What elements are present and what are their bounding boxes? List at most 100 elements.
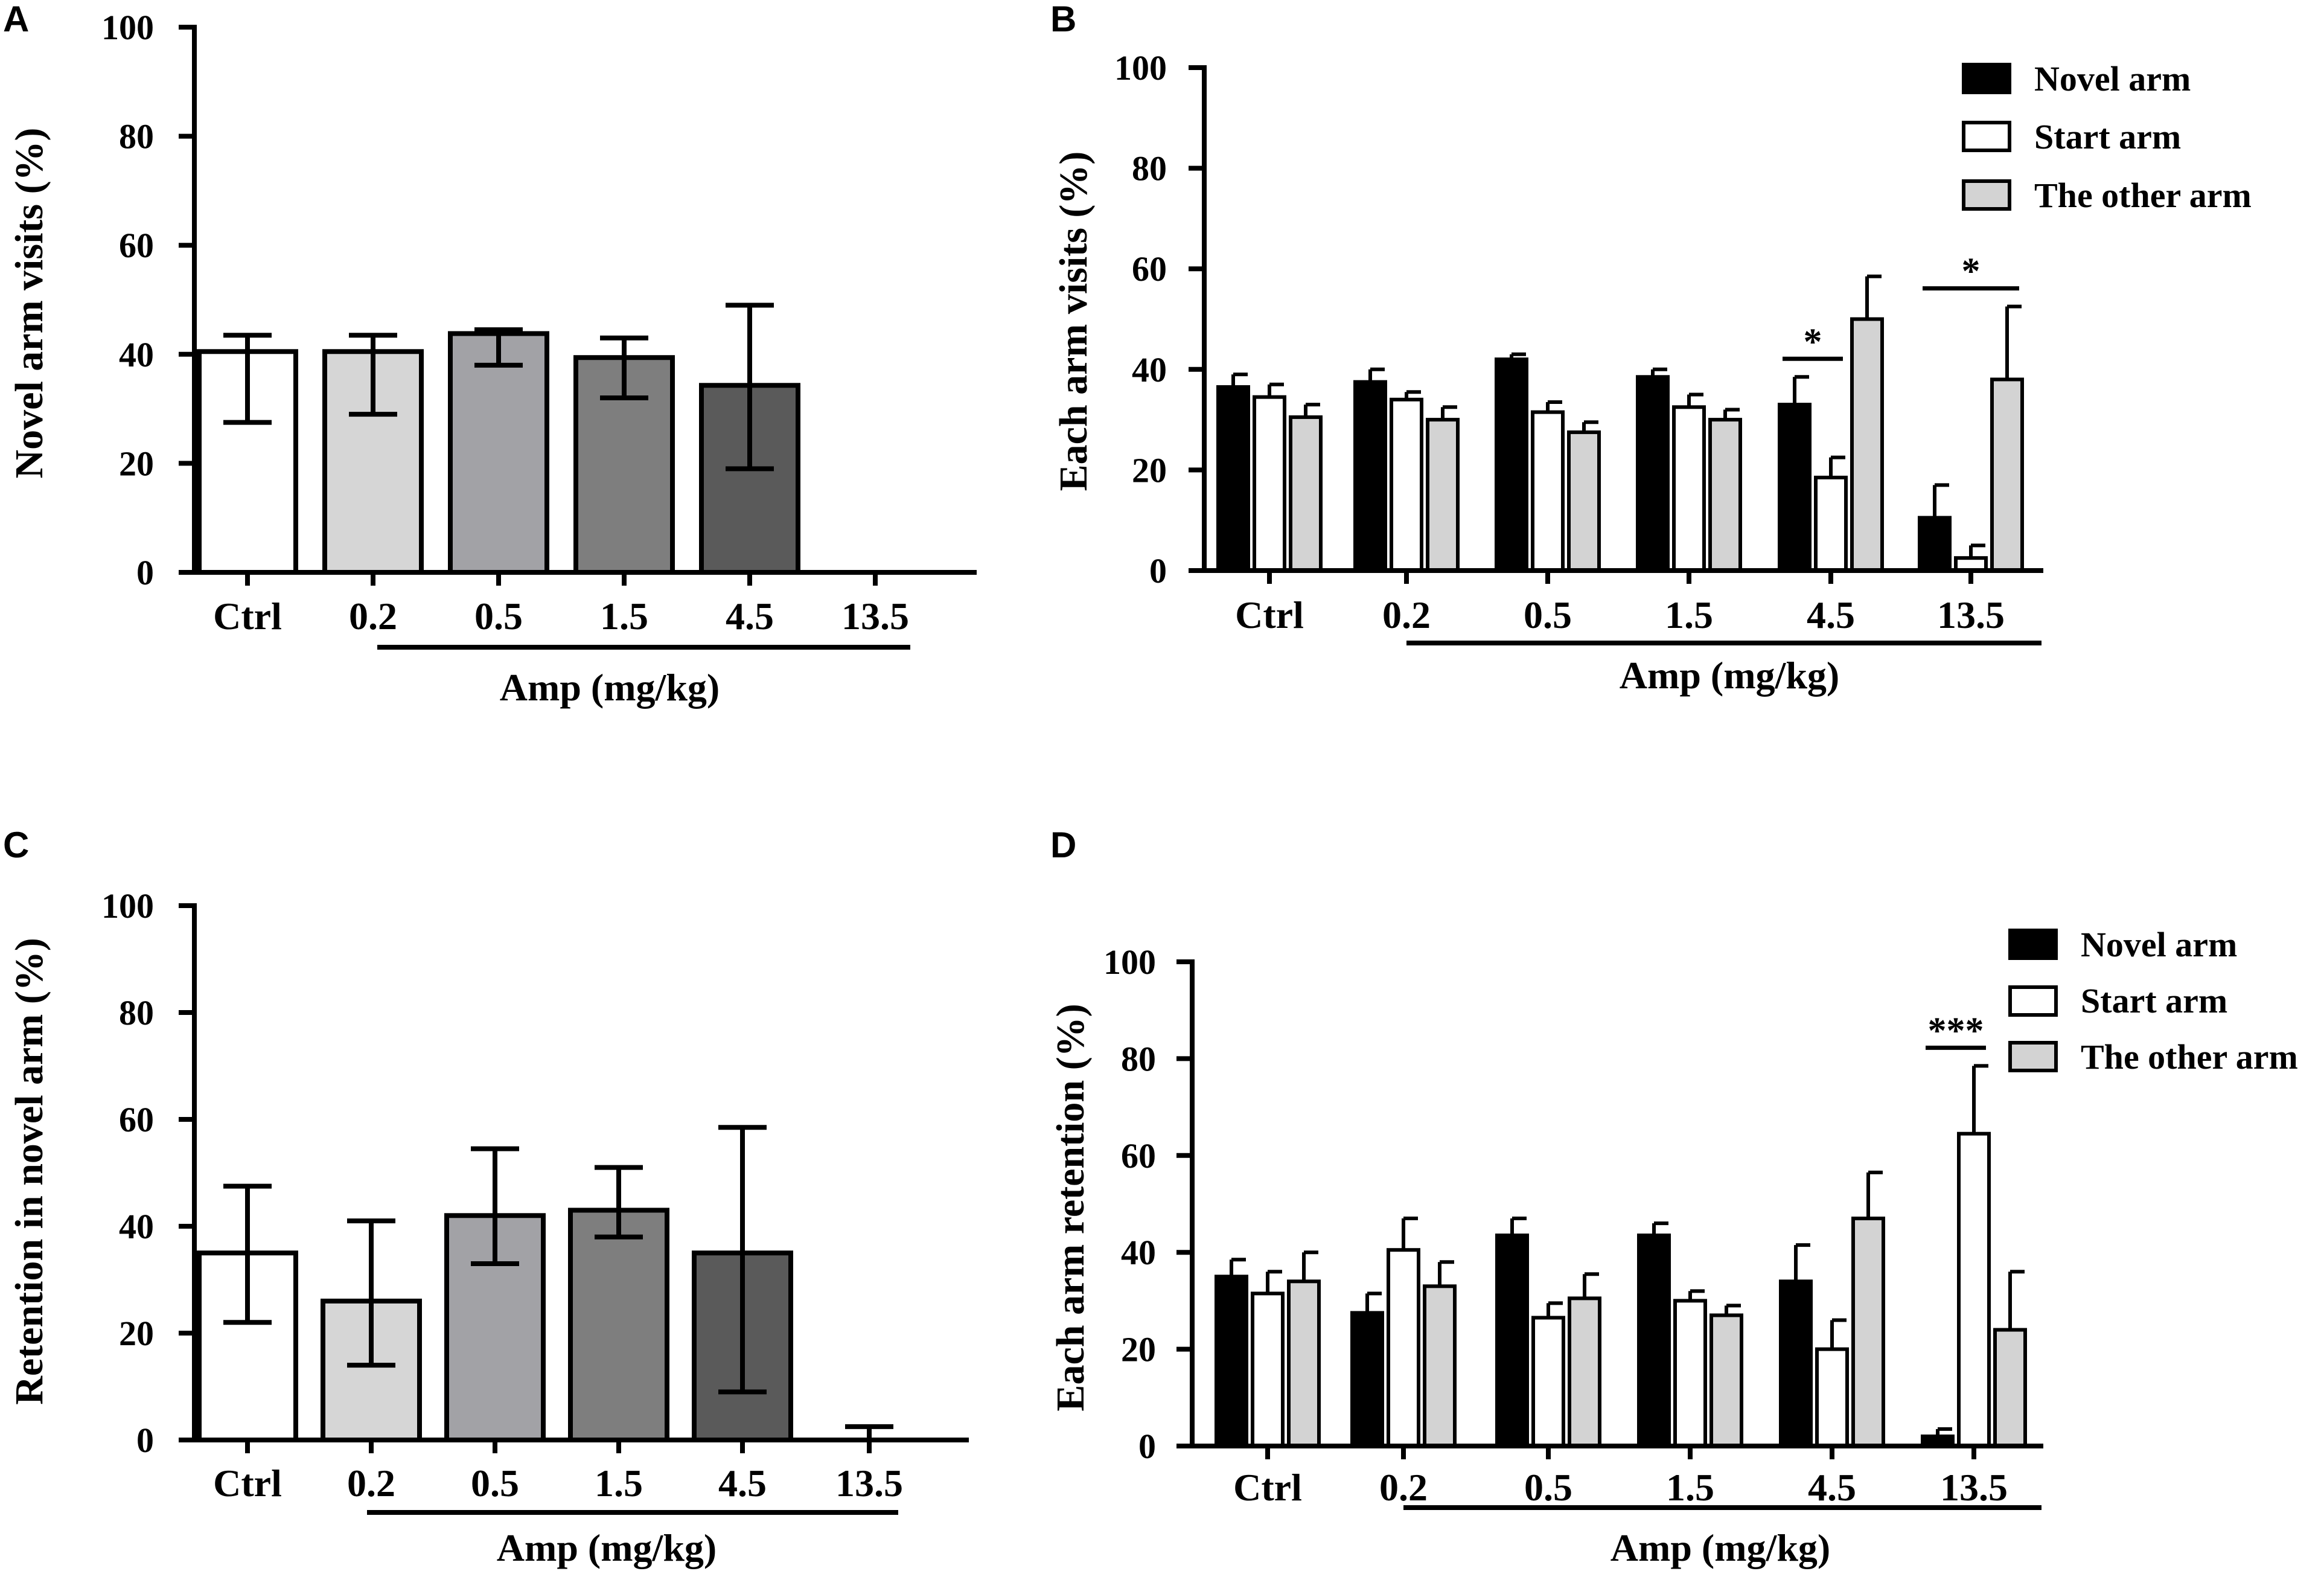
- bar: [1851, 1217, 1885, 1448]
- legend-swatch-novel: [2008, 929, 2058, 960]
- y-tick-label: 40: [119, 1207, 154, 1246]
- bar: [448, 331, 549, 575]
- y-tick-label: 0: [1138, 1427, 1156, 1466]
- y-tick-label: 40: [119, 335, 154, 374]
- y-tick-label: 80: [1121, 1039, 1156, 1078]
- panel-c: C Retention in novel arm (%) 0 20 40 60 …: [3, 825, 969, 1569]
- significance-label: *: [1804, 321, 1822, 362]
- bar: [1918, 516, 1952, 572]
- bars-layer: [1189, 65, 2043, 645]
- bar: [1779, 1279, 1813, 1448]
- x-axis-label: Amp (mg/kg): [1620, 654, 1839, 697]
- legend-swatch-start: [2008, 985, 2058, 1017]
- x-category-label: 1.5: [1666, 1466, 1714, 1509]
- y-tick-label: 100: [101, 8, 154, 47]
- legend-swatch-other: [1962, 179, 2011, 211]
- x-categories: Ctrl 0.2 0.5 1.5 4.5 13.5: [213, 595, 909, 638]
- x-categories: Ctrl 0.2 0.5 1.5 4.5 13.5: [1235, 594, 2005, 636]
- bar: [1423, 1284, 1457, 1448]
- bars-layer: [179, 25, 977, 650]
- y-tick-label: 0: [1149, 551, 1167, 590]
- x-category-label: Ctrl: [213, 595, 282, 638]
- bar: [1778, 403, 1812, 572]
- y-tick-label: 100: [101, 886, 154, 926]
- y-tick-label: 60: [1121, 1136, 1156, 1176]
- bar: [1993, 1328, 2027, 1448]
- legend-swatch-novel: [1962, 63, 2011, 94]
- bars-layer: [179, 903, 969, 1515]
- legend-swatch-start: [1962, 121, 2011, 152]
- bar: [1215, 1275, 1248, 1448]
- x-category-label: 13.5: [841, 595, 909, 638]
- legend-label: Start arm: [2034, 117, 2181, 156]
- y-tick-label: 0: [136, 553, 154, 592]
- x-category-label: 13.5: [835, 1462, 903, 1505]
- y-axis-label: Novel arm visits (%): [7, 127, 51, 478]
- legend-label: The other arm: [2081, 1037, 2298, 1077]
- bar: [1567, 430, 1601, 572]
- legend-label: Novel arm: [2034, 59, 2191, 98]
- y-tick-label: 80: [119, 117, 154, 156]
- x-category-label: 4.5: [1807, 594, 1855, 636]
- bar: [1673, 1299, 1707, 1448]
- bar: [1495, 1233, 1529, 1448]
- x-category-label: 4.5: [718, 1462, 767, 1505]
- bar: [1289, 415, 1323, 572]
- legend-label: Start arm: [2081, 981, 2227, 1020]
- x-category-label: 13.5: [1937, 594, 2005, 636]
- x-category-label: 0.5: [1524, 1466, 1572, 1509]
- significance-markers: ***: [1928, 1010, 1984, 1051]
- x-category-label: 4.5: [726, 595, 774, 638]
- y-tick-label: 20: [119, 1314, 154, 1353]
- x-category-label: 1.5: [595, 1462, 643, 1505]
- bar: [1990, 377, 2024, 573]
- bar: [1814, 475, 1848, 573]
- bar: [1426, 418, 1460, 572]
- x-category-label: 0.5: [474, 595, 523, 638]
- x-category-label: 1.5: [600, 595, 648, 638]
- bar: [1850, 317, 1884, 572]
- significance-label: *: [1962, 251, 1981, 292]
- y-tick-label: 80: [119, 993, 154, 1032]
- y-tick-label: 60: [1132, 249, 1167, 289]
- bar: [1387, 1248, 1420, 1448]
- x-category-label: 0.5: [1524, 594, 1572, 636]
- x-category-label: 4.5: [1808, 1466, 1856, 1509]
- bar: [1531, 410, 1565, 572]
- x-categories: Ctrl 0.2 0.5 1.5 4.5 13.5: [1233, 1466, 2008, 1509]
- bar: [1957, 1131, 1991, 1448]
- y-tick-label: 0: [136, 1421, 154, 1460]
- bar: [1495, 357, 1528, 572]
- y-tick-label: 20: [119, 444, 154, 483]
- legend-swatch-other: [2008, 1041, 2058, 1072]
- y-ticks: 0 20 40 60 80 100: [101, 886, 154, 1460]
- bar: [1637, 1233, 1671, 1448]
- bar: [1815, 1347, 1849, 1448]
- y-ticks: 0 20 40 60 80 100: [101, 8, 154, 592]
- bar: [1251, 1291, 1285, 1448]
- y-ticks: 0 20 40 60 80 100: [1103, 942, 1156, 1466]
- x-axis-label: Amp (mg/kg): [500, 666, 720, 709]
- panel-letter-a: A: [3, 0, 29, 39]
- panel-a: A Novel arm visits (%) 0 20 40 60 80 100…: [3, 0, 977, 709]
- bar: [1636, 375, 1670, 572]
- significance-markers: * *: [1804, 251, 1981, 363]
- y-axis-label: Each arm retention (%): [1049, 1003, 1093, 1411]
- y-tick-label: 60: [119, 226, 154, 265]
- y-tick-label: 60: [119, 1100, 154, 1139]
- x-axis-label: Amp (mg/kg): [497, 1526, 717, 1569]
- x-category-label: 0.2: [1382, 594, 1431, 636]
- significance-label: ***: [1928, 1010, 1984, 1051]
- panel-letter-d: D: [1050, 825, 1076, 865]
- bar: [1216, 385, 1250, 573]
- x-category-label: 0.2: [349, 595, 397, 638]
- legend-label: Novel arm: [2081, 925, 2237, 964]
- panel-letter-b: B: [1050, 0, 1076, 39]
- bar: [1253, 395, 1286, 572]
- y-axis-label: Each arm visits (%): [1052, 152, 1096, 491]
- y-tick-label: 100: [1103, 942, 1156, 982]
- x-category-label: 13.5: [1940, 1466, 2008, 1509]
- x-category-label: 0.5: [471, 1462, 519, 1505]
- bar: [1531, 1316, 1565, 1448]
- x-category-label: 0.2: [347, 1462, 395, 1505]
